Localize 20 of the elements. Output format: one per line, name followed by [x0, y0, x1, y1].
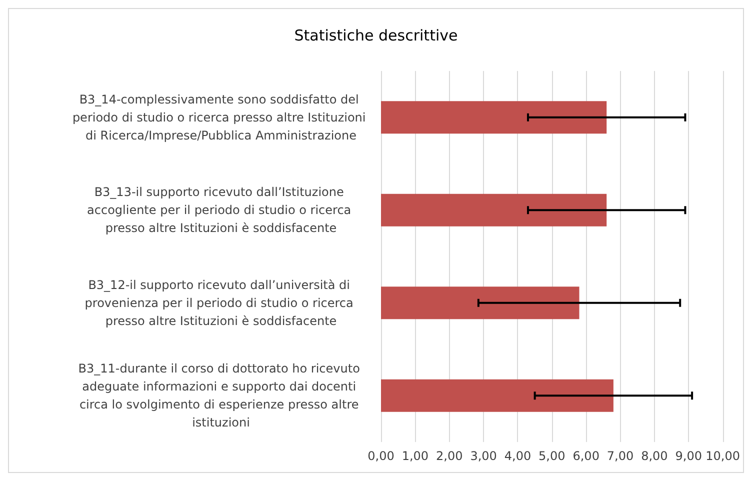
x-tick-label: 5,00: [538, 449, 566, 463]
x-tick-label: 3,00: [470, 449, 497, 463]
y-tick-label: B3_11-durante il corso di dottorato ho ricevuto adeguate informazioni e supporto dai docenti circa lo svolgimento di esperienze presso altre istituzioni: [78, 362, 364, 430]
x-tick-label: 8,00: [641, 449, 668, 463]
y-tick-label: B3_14-complessivamente sono soddisfatto del periodo di studio o ricerca presso altre Istituzioni di Ricerca/Imprese/Pubblica Amministrazione: [72, 92, 370, 142]
x-tick-label: 10,00: [706, 449, 740, 463]
chart-title: Statistiche descrittive: [294, 26, 458, 44]
bar: [381, 286, 580, 320]
bar: [381, 194, 607, 226]
y-tick-label: B3_12-il supporto ricevuto dall’università di provenienza per il periodo di studio o ricerca presso altre Istituzioni è soddisfacente: [84, 278, 358, 328]
bar: [381, 379, 614, 412]
x-tick-label: 6,00: [572, 449, 600, 463]
x-tick-label: 7,00: [606, 449, 634, 463]
x-tick-label: 9,00: [675, 449, 702, 463]
x-tick-label: 4,00: [504, 449, 532, 463]
x-tick-label: 2,00: [436, 449, 463, 463]
bar: [381, 101, 607, 134]
x-tick-label: 0,00: [368, 449, 394, 463]
x-tick-label: 1,00: [402, 449, 429, 463]
y-tick-label: B3_13-il supporto ricevuto dall’Istituzione accogliente per il periodo di studio o ricerca presso altre Istituzioni è soddisfacente: [87, 185, 355, 236]
